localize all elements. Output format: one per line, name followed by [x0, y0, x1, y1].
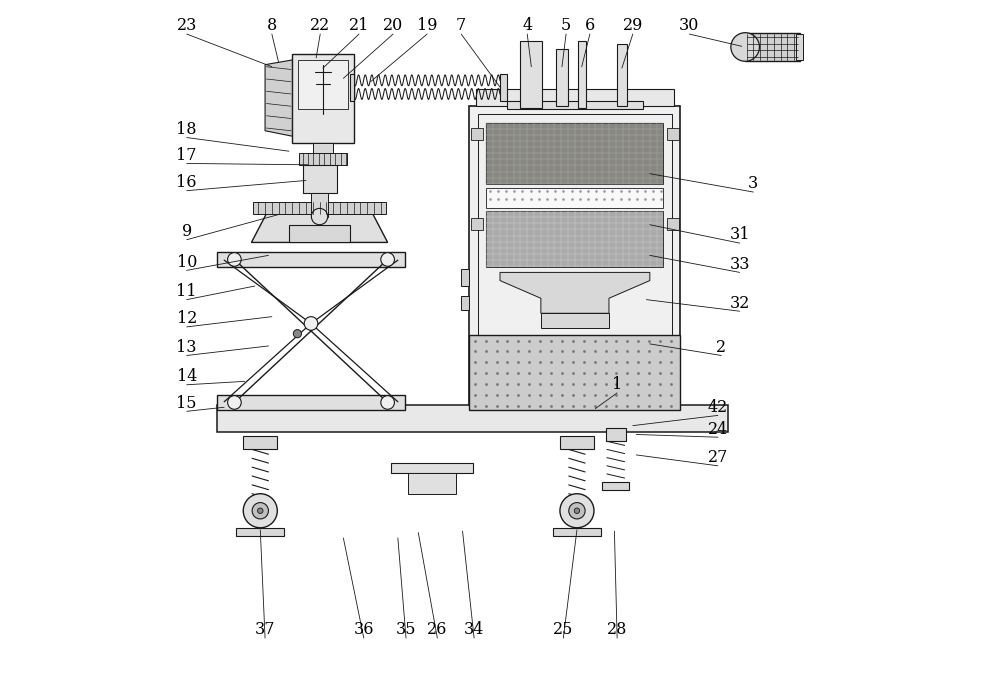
Text: 8: 8 [267, 18, 277, 34]
Text: 25: 25 [553, 622, 574, 638]
Bar [560, 436, 594, 449]
Bar [486, 211, 663, 267]
Bar [602, 482, 629, 490]
Bar [243, 436, 277, 449]
Bar [541, 313, 609, 328]
Text: 30: 30 [679, 18, 700, 34]
Text: 11: 11 [176, 283, 197, 300]
Circle shape [731, 33, 759, 61]
Bar [745, 33, 800, 61]
Circle shape [560, 494, 594, 528]
Text: 26: 26 [427, 622, 448, 638]
Bar [469, 106, 680, 405]
Bar [471, 218, 483, 230]
Bar [553, 528, 601, 536]
Text: 4: 4 [522, 18, 532, 34]
Text: 27: 27 [708, 449, 728, 466]
Bar [408, 473, 456, 494]
Text: 37: 37 [255, 622, 275, 638]
Bar [217, 252, 405, 267]
Bar [253, 202, 386, 214]
Bar [478, 114, 672, 397]
Polygon shape [265, 60, 292, 136]
Bar [606, 428, 626, 441]
Bar [667, 128, 679, 140]
Circle shape [293, 330, 301, 338]
Text: 14: 14 [177, 368, 197, 385]
Text: 24: 24 [708, 421, 728, 437]
Text: 34: 34 [464, 622, 484, 638]
Text: 42: 42 [708, 399, 728, 415]
Bar [578, 41, 586, 108]
Bar [313, 143, 333, 153]
Bar [461, 269, 469, 286]
Text: 2: 2 [716, 339, 726, 355]
Text: 35: 35 [396, 622, 416, 638]
Text: 17: 17 [176, 147, 197, 163]
Circle shape [574, 508, 580, 513]
Bar [617, 44, 627, 106]
Bar [217, 395, 405, 410]
Bar [471, 128, 483, 140]
Bar [217, 405, 728, 432]
Bar [556, 49, 568, 106]
Polygon shape [251, 210, 388, 242]
Bar [350, 74, 354, 101]
Text: 1: 1 [612, 377, 622, 393]
Text: 22: 22 [310, 18, 330, 34]
Polygon shape [500, 272, 650, 313]
Circle shape [304, 317, 318, 330]
Bar [520, 41, 542, 108]
Circle shape [258, 508, 263, 513]
Bar [391, 463, 473, 473]
Text: 10: 10 [177, 254, 197, 270]
Bar [486, 188, 663, 208]
Text: 28: 28 [607, 622, 627, 638]
Text: 33: 33 [729, 256, 750, 272]
Bar [486, 123, 663, 184]
Text: 5: 5 [561, 18, 571, 34]
Text: 12: 12 [177, 311, 197, 327]
Circle shape [228, 396, 241, 409]
Text: 36: 36 [354, 622, 374, 638]
Circle shape [381, 396, 394, 409]
Bar [299, 153, 347, 165]
Text: 6: 6 [585, 18, 595, 34]
Text: 9: 9 [182, 223, 192, 240]
Bar [500, 74, 507, 101]
Text: 21: 21 [349, 18, 369, 34]
Circle shape [381, 253, 394, 266]
Text: 15: 15 [176, 395, 197, 411]
Bar [507, 101, 643, 109]
Bar [292, 54, 354, 143]
Bar [289, 225, 350, 242]
Text: 23: 23 [177, 18, 197, 34]
Bar [236, 528, 284, 536]
Circle shape [228, 253, 241, 266]
Text: 7: 7 [456, 18, 466, 34]
Text: 18: 18 [176, 121, 197, 138]
Bar [469, 335, 680, 410]
Bar [461, 296, 469, 310]
Bar [796, 34, 803, 60]
Bar [298, 60, 348, 109]
Bar [667, 218, 679, 230]
Circle shape [311, 208, 328, 225]
Bar [311, 193, 328, 217]
Circle shape [569, 503, 585, 519]
Text: 31: 31 [729, 227, 750, 243]
Text: 3: 3 [748, 176, 758, 192]
Text: 20: 20 [383, 18, 403, 34]
Bar [303, 165, 337, 193]
Text: 13: 13 [176, 339, 197, 355]
Text: 19: 19 [417, 18, 437, 34]
Text: 32: 32 [730, 295, 750, 311]
Circle shape [243, 494, 277, 528]
Circle shape [252, 503, 268, 519]
Text: 29: 29 [623, 18, 643, 34]
Bar [476, 89, 674, 106]
Text: 16: 16 [176, 174, 197, 191]
